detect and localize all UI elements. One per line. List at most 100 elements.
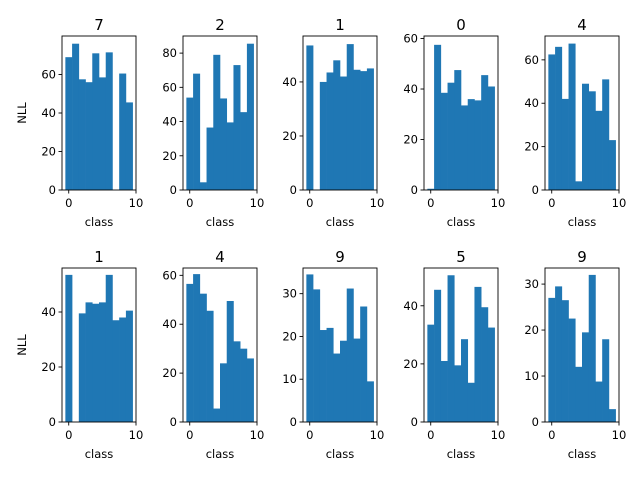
bar-class-4 (92, 303, 100, 422)
subplot-3: 0 10 0 20 40 1 class (282, 16, 384, 229)
bar-class-0 (548, 297, 556, 422)
bar-class-9 (246, 358, 254, 422)
bar-class-0 (427, 324, 435, 422)
y-tick-label: 0 (532, 183, 539, 197)
bar-class-7 (474, 286, 482, 422)
subplot-title: 7 (94, 16, 104, 34)
bar-class-7 (474, 100, 482, 190)
bar-class-6 (346, 44, 354, 191)
subplot-9: 0 10 0 20 40 5 class (403, 248, 505, 461)
x-tick-label: 0 (65, 196, 72, 210)
axes-frame (423, 267, 499, 423)
x-tick-label: 0 (306, 196, 313, 210)
y-tick-label: 40 (282, 75, 297, 89)
y-tick-label: 0 (411, 415, 418, 429)
axes-frame (302, 35, 378, 191)
bar-class-0 (186, 283, 194, 422)
axes-frame (302, 267, 378, 423)
bar-class-4 (213, 54, 221, 191)
bar-class-4 (333, 353, 341, 422)
y-tick-label: 20 (403, 133, 418, 147)
x-tick-label: 10 (250, 428, 265, 442)
bar-class-9 (487, 86, 495, 190)
bar-class-8 (481, 307, 489, 422)
bar-class-3 (568, 43, 576, 190)
subplot-6: 0 10 0 20 40 1 class NLL (15, 248, 143, 461)
subplot-title: 9 (335, 248, 345, 266)
y-tick-label: 60 (162, 268, 177, 282)
y-tick-label: 60 (162, 80, 177, 94)
bar-class-0 (65, 274, 73, 422)
subplot-title: 5 (456, 248, 466, 266)
bar-class-0 (186, 97, 194, 190)
bar-class-5 (461, 105, 469, 190)
bar-class-8 (602, 339, 610, 422)
bar-class-8 (481, 75, 489, 190)
y-tick-label: 0 (290, 415, 297, 429)
y-tick-label: 0 (170, 415, 177, 429)
x-axis-label: class (568, 447, 597, 461)
y-tick-label: 40 (403, 299, 418, 313)
bar-class-0 (65, 57, 73, 190)
x-tick-label: 0 (186, 428, 193, 442)
axes-frame (544, 35, 620, 191)
x-tick-label: 0 (548, 428, 555, 442)
bar-class-5 (99, 302, 107, 422)
bar-class-7 (595, 110, 603, 190)
y-tick-label: 20 (41, 145, 56, 159)
bar-class-4 (575, 181, 583, 190)
bar-class-4 (213, 408, 221, 422)
bar-class-7 (595, 381, 603, 422)
x-axis-label: class (447, 447, 476, 461)
axes-frame (423, 35, 499, 191)
bar-class-8 (360, 71, 368, 190)
bar-class-5 (220, 98, 228, 190)
bar-class-1 (434, 44, 442, 191)
y-axis-label: NLL (15, 102, 29, 124)
x-tick-label: 10 (370, 196, 385, 210)
bar-class-5 (582, 83, 590, 190)
bar-class-3 (206, 127, 214, 190)
bar-class-0 (306, 45, 314, 190)
bar-class-3 (85, 82, 93, 190)
bar-class-6 (226, 122, 234, 190)
x-axis-label: class (326, 215, 355, 229)
y-tick-label: 40 (524, 96, 539, 110)
bar-class-7 (353, 338, 361, 422)
subplot-title: 1 (94, 248, 104, 266)
bar-class-1 (72, 43, 80, 191)
x-tick-label: 10 (370, 428, 385, 442)
x-tick-label: 10 (491, 428, 506, 442)
bar-class-2 (78, 313, 86, 422)
bar-class-2 (561, 98, 569, 190)
bar-class-0 (427, 188, 435, 190)
subplot-title: 0 (456, 16, 466, 34)
y-tick-label: 0 (49, 183, 56, 197)
bar-class-2 (319, 330, 327, 422)
bar-class-5 (582, 332, 590, 422)
bar-class-3 (447, 275, 455, 422)
y-tick-label: 40 (41, 305, 56, 319)
bar-class-9 (125, 310, 133, 422)
bar-class-5 (461, 339, 469, 422)
subplot-4: 0 10 0 20 40 60 0 class (403, 16, 505, 229)
y-tick-label: 0 (49, 415, 56, 429)
y-tick-label: 20 (162, 366, 177, 380)
x-axis-label: class (326, 447, 355, 461)
subplot-title: 4 (577, 16, 587, 34)
y-tick-label: 20 (162, 149, 177, 163)
subplot-title: 9 (577, 248, 587, 266)
bar-class-9 (125, 102, 133, 190)
bar-class-2 (199, 293, 207, 422)
bar-class-3 (85, 302, 93, 422)
bar-class-4 (454, 70, 462, 190)
x-axis-label: class (206, 215, 235, 229)
y-tick-label: 40 (403, 82, 418, 96)
bar-class-3 (326, 72, 334, 190)
axes-frame (544, 267, 620, 423)
bar-class-5 (340, 340, 348, 422)
x-tick-label: 10 (129, 428, 144, 442)
bar-class-9 (366, 68, 374, 190)
bar-class-6 (105, 52, 113, 190)
bar-class-8 (240, 348, 248, 422)
